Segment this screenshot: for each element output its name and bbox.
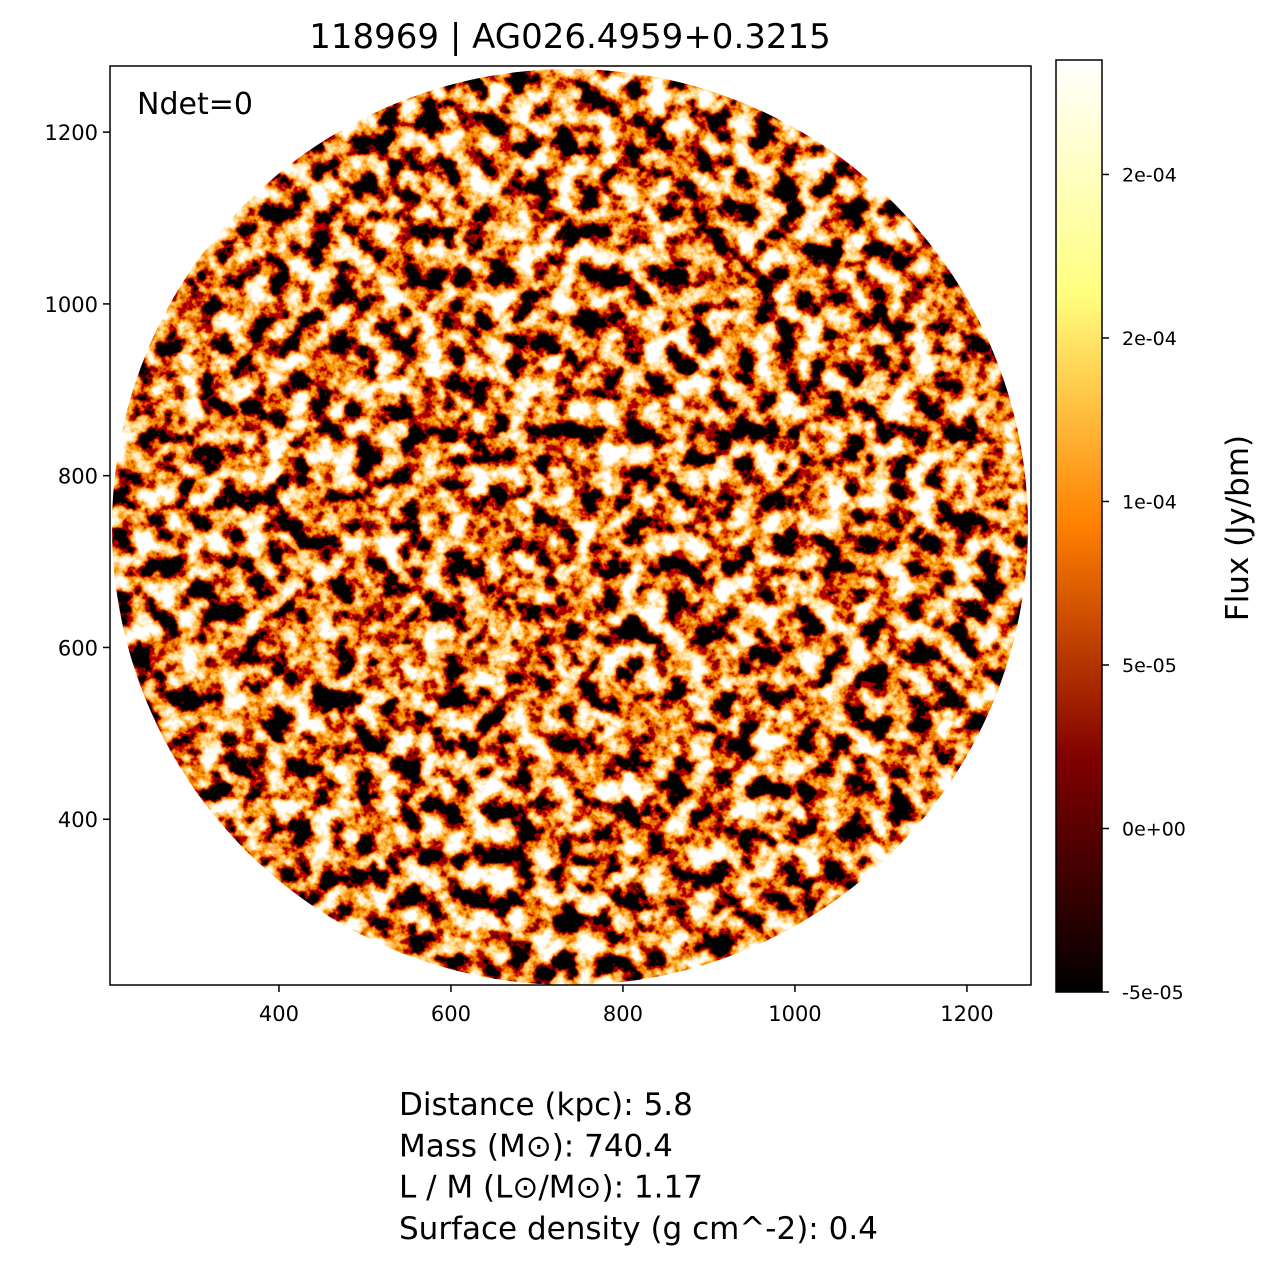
image	[112, 69, 1028, 985]
axes-frame	[109, 65, 1032, 986]
y-tick-label: 400	[58, 808, 98, 832]
info-line: L / M (L⊙/M⊙): 1.17	[399, 1170, 703, 1206]
y-tick-label: 1200	[45, 121, 98, 145]
colorbar-tick-label: -5e-05	[1122, 982, 1184, 1004]
colorbar-tick-label: 2e-04	[1122, 328, 1177, 350]
info-line: Surface density (g cm^-2): 0.4	[399, 1211, 878, 1247]
colorbar	[1055, 59, 1103, 993]
x-tick-label: 800	[603, 1002, 643, 1026]
info: Distance (kpc): 5.8 Mass (M⊙): 740.4 L / M…	[399, 1087, 878, 1247]
colorbar-tick-label: 1e-04	[1122, 491, 1177, 513]
chart-title: 118969 | AG026.4959+0.3215	[309, 17, 831, 57]
y-tick-label: 600	[58, 636, 98, 660]
info-line: Mass (M⊙): 740.4	[399, 1128, 673, 1164]
colorbar-label: Flux (Jy/bm)	[1220, 435, 1256, 621]
x-tick-label: 400	[259, 1002, 299, 1026]
colorbar-tick-label: 5e-05	[1122, 655, 1177, 677]
annotation: Ndet=0	[137, 87, 253, 122]
x-tick-label: 1200	[940, 1002, 993, 1026]
x-tick-label: 1000	[768, 1002, 821, 1026]
info-line: Distance (kpc): 5.8	[399, 1087, 693, 1123]
colorbar-tick-label: 2e-04	[1122, 164, 1177, 186]
x-tick-label: 600	[431, 1002, 471, 1026]
y-tick-label: 1000	[45, 293, 98, 317]
y-tick-label: 800	[58, 465, 98, 489]
colorbar-tick-label: 0e+00	[1122, 818, 1186, 840]
